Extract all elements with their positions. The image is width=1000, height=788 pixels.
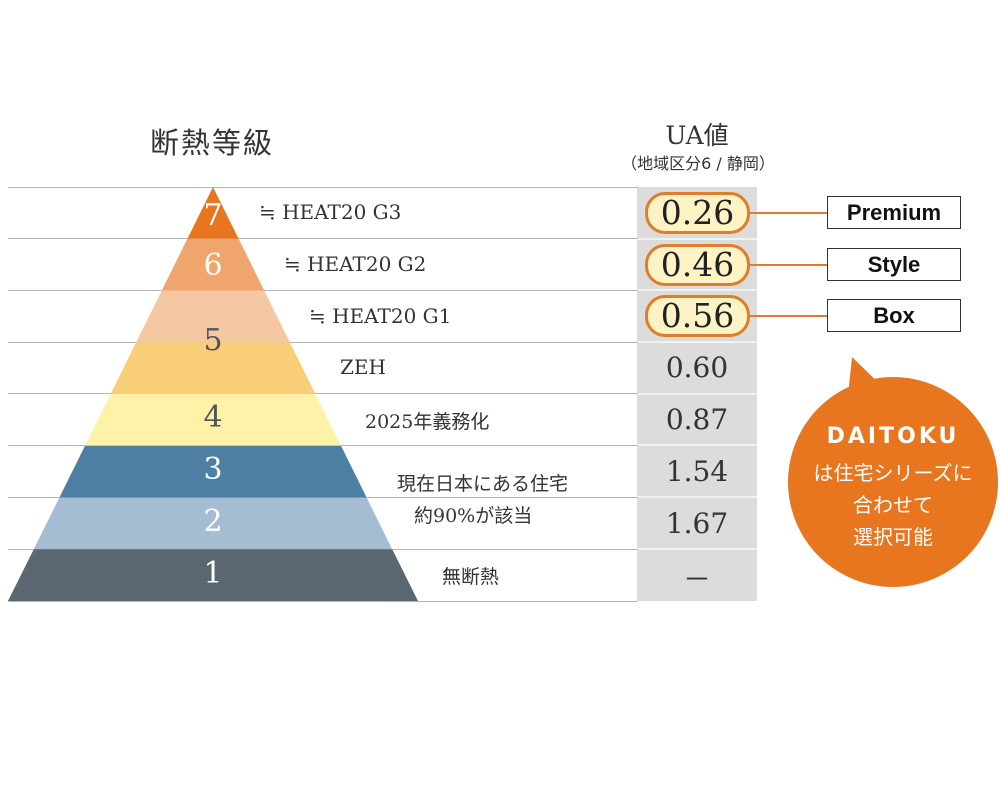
ua-row-separator bbox=[637, 393, 757, 395]
series-label-premium: Premium bbox=[827, 196, 961, 229]
row-divider bbox=[8, 187, 638, 188]
ua-value-pill-style: 0.46 bbox=[645, 244, 750, 286]
standard-label-no-insulation: 無断熱 bbox=[442, 566, 500, 588]
connector-line-premium bbox=[747, 212, 827, 214]
callout-line-1: は住宅シリーズに bbox=[813, 461, 973, 485]
ua-value-pill-premium: 0.26 bbox=[645, 192, 750, 234]
grade-number-4: 4 bbox=[203, 400, 223, 435]
ua-row-separator bbox=[637, 444, 757, 446]
ua-row-separator bbox=[637, 496, 757, 498]
standard-label-heat20-g1: ≒ HEAT20 G1 bbox=[309, 304, 452, 328]
pyramid-layer-1 bbox=[8, 549, 418, 601]
pyramid-layer-5-g1 bbox=[136, 290, 290, 343]
grade-number-2: 2 bbox=[203, 504, 223, 539]
ua-value-zeh: 0.60 bbox=[665, 351, 729, 384]
standard-label-current-homes-line1: 現在日本にある住宅 bbox=[397, 473, 569, 495]
row-divider bbox=[8, 393, 638, 394]
ua-value-grade3: 1.54 bbox=[665, 455, 729, 488]
pyramid-layer-5-zeh bbox=[110, 342, 316, 394]
insulation-pyramid bbox=[8, 187, 418, 601]
series-label-box: Box bbox=[827, 299, 961, 332]
ua-row-separator bbox=[637, 238, 757, 240]
speech-bubble bbox=[788, 357, 998, 587]
ua-value-grade1: － bbox=[682, 563, 711, 596]
pyramid-layer-3 bbox=[59, 445, 367, 498]
standard-label-current-homes-line2: 約90%が該当 bbox=[414, 505, 533, 527]
callout-brand: DAITOKU bbox=[826, 424, 960, 449]
series-label-style: Style bbox=[827, 248, 961, 281]
pyramid-layer-2 bbox=[33, 497, 393, 550]
row-divider bbox=[8, 342, 638, 343]
callout-line-2: 合わせて bbox=[853, 493, 933, 517]
pyramid-layer-7 bbox=[187, 187, 239, 239]
grade-number-3: 3 bbox=[203, 452, 223, 487]
pyramid-layer-6 bbox=[161, 238, 265, 291]
standard-label-heat20-g3: ≒ HEAT20 G3 bbox=[259, 200, 402, 224]
standard-label-zeh: ZEH bbox=[340, 355, 386, 379]
grade-number-5: 5 bbox=[203, 323, 223, 358]
ua-row-separator bbox=[637, 548, 757, 550]
connector-line-box bbox=[747, 315, 827, 317]
standard-label-heat20-g2: ≒ HEAT20 G2 bbox=[284, 252, 427, 276]
insulation-grade-title: 断熱等級 bbox=[150, 126, 275, 160]
ua-row-separator bbox=[637, 341, 757, 343]
connector-line-style bbox=[747, 264, 827, 266]
row-divider bbox=[8, 238, 638, 239]
ua-value-grade4: 0.87 bbox=[665, 403, 729, 436]
ua-value-grade2: 1.67 bbox=[665, 507, 729, 540]
ua-row-separator bbox=[637, 289, 757, 291]
pyramid-layer-4 bbox=[85, 394, 341, 446]
ua-value-pill-box: 0.56 bbox=[645, 295, 750, 337]
grade-number-1: 1 bbox=[203, 556, 223, 591]
ua-value-title: UA値 bbox=[665, 121, 729, 150]
row-divider bbox=[8, 290, 638, 291]
standard-label-2025-mandate: 2025年義務化 bbox=[365, 411, 490, 433]
grade-number-6: 6 bbox=[203, 248, 223, 283]
grade-number-7: 7 bbox=[203, 198, 223, 233]
row-divider bbox=[8, 601, 638, 602]
ua-value-subtitle: （地域区分6 / 静岡） bbox=[621, 154, 775, 173]
callout-line-3: 選択可能 bbox=[853, 525, 933, 549]
